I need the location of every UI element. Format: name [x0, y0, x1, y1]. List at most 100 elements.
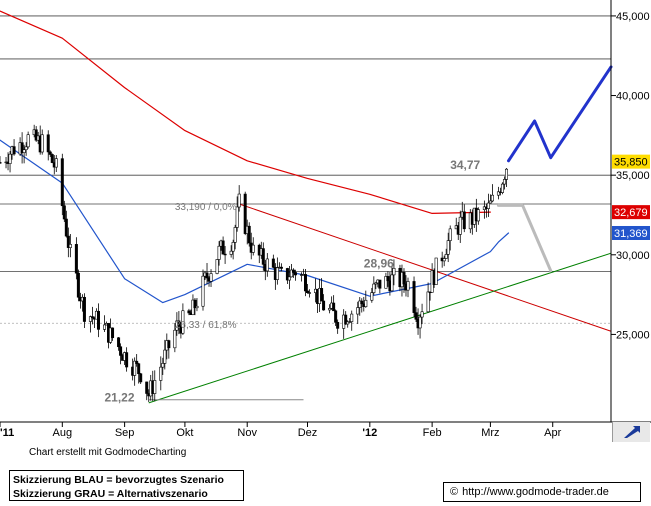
candle-body [322, 300, 326, 311]
plot-area: 34,77 33,190 / 0,0% 28,96 26,33 / 61,8% 21,2… [0, 0, 613, 422]
candlestick [279, 263, 283, 272]
candlestick [34, 126, 38, 142]
candlestick [346, 320, 350, 328]
candle-body [119, 346, 123, 356]
candlestick [344, 311, 348, 325]
candlestick [412, 276, 416, 317]
candlestick [201, 269, 205, 311]
candle-body [205, 272, 209, 279]
candlestick [48, 150, 52, 157]
candlestick [358, 297, 362, 316]
candle-body [488, 200, 492, 204]
candle-body [90, 316, 94, 319]
candle-body [384, 276, 388, 289]
candle-body [378, 279, 382, 289]
candle-body [486, 202, 490, 209]
value-badge-bg [612, 154, 650, 169]
candlestick [74, 237, 78, 280]
candlestick [334, 309, 338, 326]
candle-body [293, 272, 297, 276]
candlestick [378, 279, 382, 294]
candle-body [462, 211, 466, 230]
candlestick [173, 322, 177, 353]
price-tick-label: 30,000 [616, 250, 650, 262]
candle-body [209, 273, 213, 282]
candle-body [233, 227, 237, 243]
candlestick [322, 294, 326, 311]
trendline [148, 252, 612, 404]
candle-body [490, 194, 494, 202]
candlestick [60, 153, 64, 216]
candlestick [320, 278, 324, 302]
candle-body [320, 288, 324, 302]
candlestick [418, 314, 422, 339]
candle-body [426, 291, 430, 313]
candle-body [271, 258, 275, 268]
price-annotation: 33,190 / 0,0% [175, 202, 237, 213]
candlestick [177, 311, 181, 335]
candle-body [187, 310, 191, 314]
candlestick [103, 315, 107, 332]
website-link[interactable]: © http://www.godmode-trader.de [443, 482, 641, 502]
candle-body [390, 274, 394, 292]
candle-body [24, 146, 28, 151]
candlestick [285, 267, 289, 284]
candlestick [223, 246, 227, 264]
price-tick-label: 35,000 [616, 170, 650, 182]
candlestick [476, 207, 480, 225]
value-badge: 35,850 [612, 154, 650, 169]
candlestick [111, 327, 115, 341]
annotation-layer: 34,77 33,190 / 0,0% 28,96 26,33 / 61,8% 21,2… [105, 158, 481, 404]
candlestick [139, 372, 143, 385]
candle-body [82, 296, 86, 322]
candlestick [24, 142, 28, 156]
candle-body [348, 321, 352, 323]
candle-body [372, 283, 376, 293]
candle-body [217, 245, 221, 260]
candlestick [50, 153, 54, 164]
website-url: http://www.godmode-trader.de [462, 486, 609, 498]
candlestick [20, 132, 24, 164]
candle-body [504, 168, 508, 180]
price-tick-label: 40,000 [616, 91, 650, 103]
candlestick [221, 236, 225, 255]
candle-body [46, 134, 50, 153]
candlestick [0, 156, 2, 164]
candle-body [374, 282, 378, 285]
candlestick [167, 339, 171, 359]
candle-body [364, 299, 368, 307]
candle-body [237, 193, 241, 208]
candle-body [88, 316, 92, 322]
price-tick-label: 45,000 [616, 11, 650, 23]
candlestick [502, 176, 506, 190]
candlestick [247, 222, 251, 247]
candle-body [458, 216, 462, 235]
plot-frame [0, 0, 611, 422]
candle-body [64, 218, 68, 237]
candlestick [293, 269, 297, 281]
candlestick [384, 272, 388, 289]
candlestick [356, 301, 360, 324]
candle-body [287, 276, 291, 281]
candlestick [287, 265, 291, 290]
time-tick-label: Apr [544, 427, 561, 439]
candle-body [50, 154, 54, 163]
candle-body [235, 206, 239, 228]
candlestick [235, 196, 239, 232]
candlestick [348, 318, 352, 324]
candle-body [285, 268, 289, 281]
moving-average-red [0, 10, 491, 214]
candlestick [251, 237, 255, 256]
candlestick [289, 263, 293, 278]
candle-body [223, 253, 227, 256]
trendline-layer [148, 203, 612, 404]
candle-body [221, 240, 225, 255]
candle-body [360, 300, 364, 305]
candlestick [133, 357, 137, 386]
chart-expand-button[interactable] [612, 422, 650, 442]
candlestick [446, 232, 450, 263]
value-badge: 32,679 [612, 205, 650, 220]
candlestick [88, 315, 92, 333]
candle-body [446, 240, 450, 255]
